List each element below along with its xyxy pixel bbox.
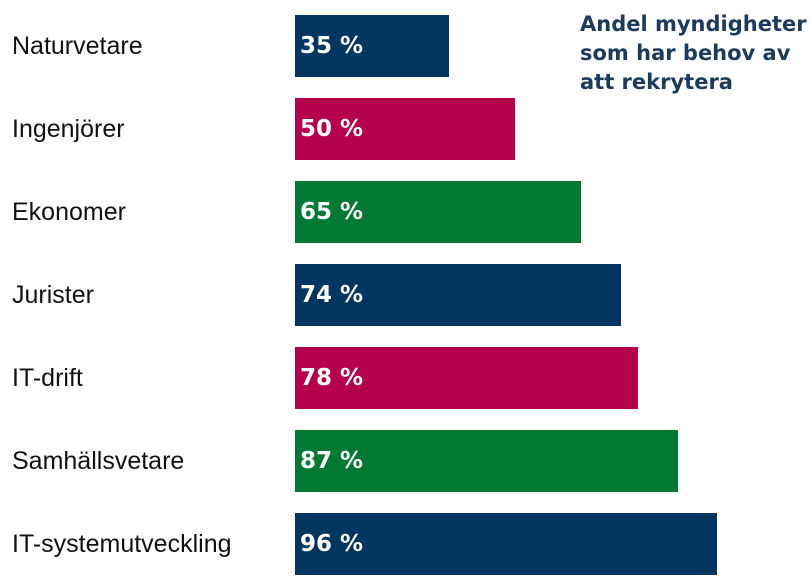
chart-title: Andel myndigheter som har behov av att r… — [580, 12, 807, 94]
bar — [295, 264, 621, 326]
value-label: 87 % — [300, 448, 364, 474]
bar — [295, 181, 581, 243]
category-label: Ingenjörer — [12, 115, 125, 143]
value-label: 35 % — [300, 33, 364, 59]
category-label: IT-drift — [12, 364, 83, 392]
value-label: 50 % — [300, 116, 364, 142]
category-label: Naturvetare — [12, 32, 143, 60]
value-label: 65 % — [300, 199, 364, 225]
bar — [295, 347, 639, 409]
bar — [295, 15, 449, 77]
value-label: 96 % — [300, 531, 364, 557]
category-label: Ekonomer — [12, 198, 126, 226]
bar — [295, 430, 678, 492]
category-label: Samhällsvetare — [12, 447, 185, 475]
value-label: 74 % — [300, 282, 364, 308]
value-label: 78 % — [300, 365, 364, 391]
bar — [295, 513, 718, 575]
category-label: IT-systemutveckling — [12, 530, 232, 558]
category-label: Jurister — [12, 281, 94, 309]
bar — [295, 98, 515, 160]
